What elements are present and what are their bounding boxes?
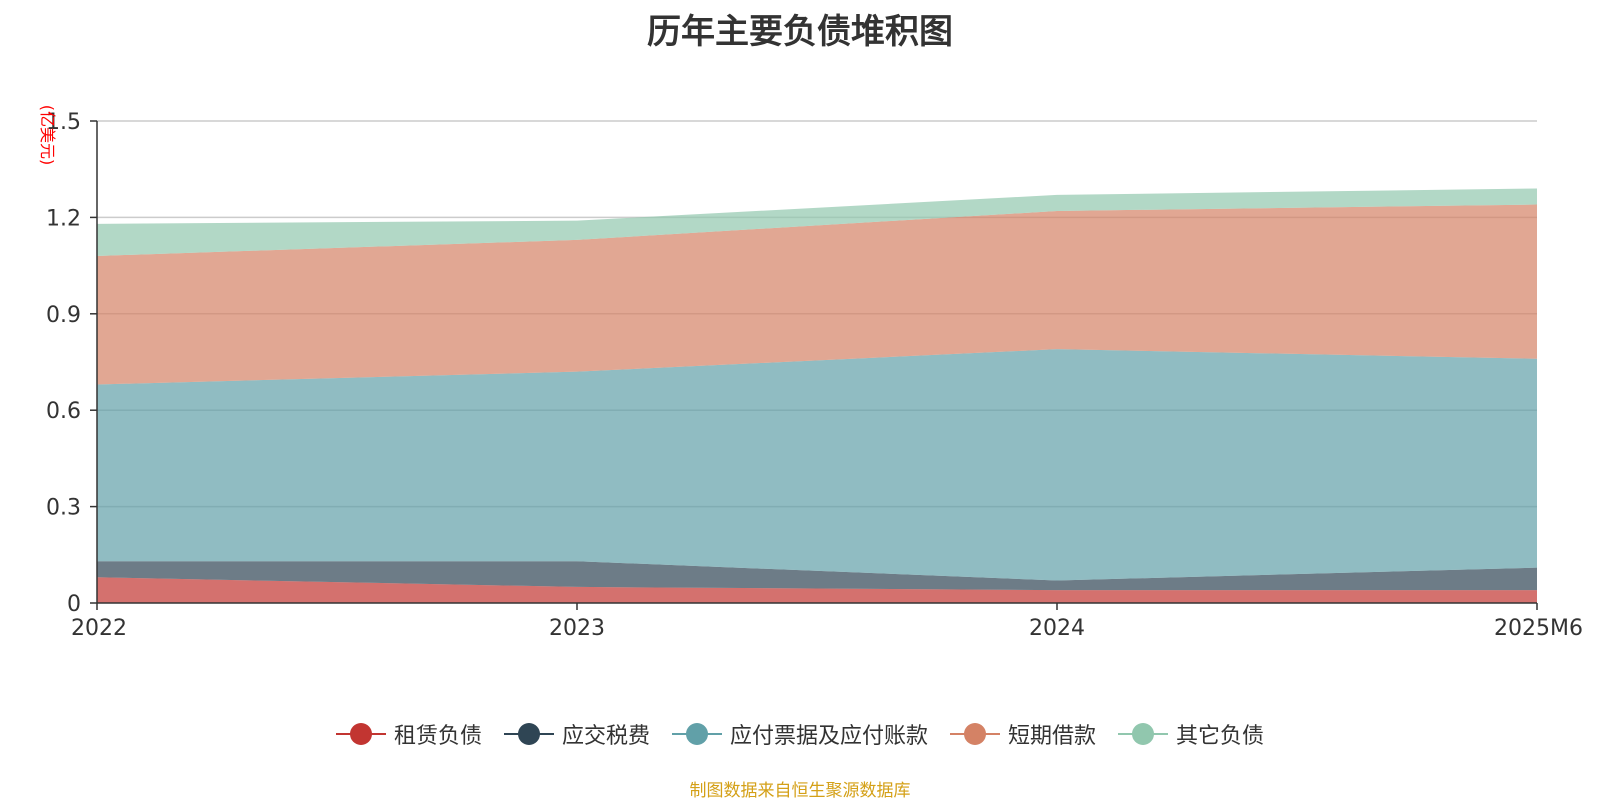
- area-series-3[interactable]: [97, 204, 1537, 385]
- legend-marker-icon: [671, 723, 722, 745]
- area-series-1[interactable]: [97, 561, 1537, 591]
- chart-title: 历年主要负债堆积图: [647, 12, 953, 52]
- legend-item-2[interactable]: 应付票据及应付账款: [671, 718, 928, 750]
- y-tick-label: 0.3: [46, 496, 81, 521]
- legend-label: 租赁负债: [393, 724, 482, 749]
- chart: 0 0.3 0.6 0.9 1.2 1.5 2022 2023 2024 2025M6 (亿美元…: [38, 105, 1583, 641]
- axes: [96, 121, 1537, 604]
- legend-marker-icon: [335, 723, 386, 745]
- y-tick-label: 1.2: [46, 206, 81, 231]
- y-tick-label: 0.6: [46, 399, 81, 424]
- area-series-4[interactable]: [97, 188, 1537, 256]
- legend-label: 短期借款: [1008, 724, 1097, 749]
- area-series-2[interactable]: [97, 349, 1537, 581]
- x-tick-label: 2023: [549, 616, 605, 641]
- x-tick-labels: 2022 2023 2024 2025M6: [71, 603, 1583, 641]
- legend-marker-icon: [1118, 723, 1169, 745]
- series-areas: [97, 188, 1537, 603]
- y-tick-label: 0: [67, 592, 81, 617]
- data-source-note: 制图数据来自恒生聚源数据库: [689, 781, 911, 801]
- legend-item-1[interactable]: 应交税费: [503, 718, 650, 750]
- x-tick-label: 2022: [71, 616, 127, 641]
- y-tick-label: 0.9: [46, 303, 81, 328]
- y-tick-label: 1.5: [46, 110, 81, 135]
- x-tick-label: 2024: [1029, 616, 1085, 641]
- x-tick-label: 2025M6: [1494, 616, 1583, 641]
- legend-item-4[interactable]: 其它负债: [1118, 718, 1264, 750]
- y-axis-label: (亿美元): [38, 105, 57, 166]
- legend-label: 其它负债: [1176, 724, 1265, 749]
- legend-label: 应交税费: [561, 724, 650, 749]
- legend-marker-icon: [950, 723, 1000, 745]
- legend-item-0[interactable]: 租赁负债: [335, 718, 482, 750]
- legend-label: 应付票据及应付账款: [729, 724, 928, 749]
- legend-marker-icon: [503, 723, 554, 745]
- area-series-0[interactable]: [97, 577, 1537, 603]
- legend-item-3[interactable]: 短期借款: [950, 718, 1096, 750]
- legend: 租赁负债 应交税费 应付票据及应付账款 短期借款 其它负债: [0, 718, 1600, 750]
- y-tick-labels: 0 0.3 0.6 0.9 1.2 1.5: [46, 110, 97, 617]
